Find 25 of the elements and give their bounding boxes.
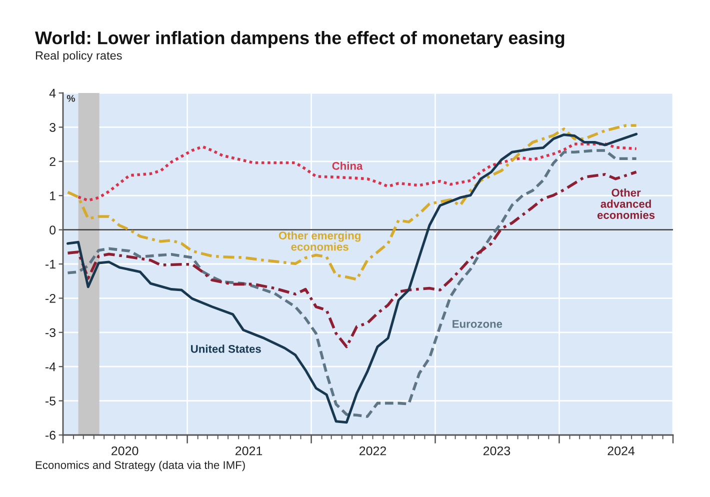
x-tick-label: 2024	[608, 446, 635, 456]
y-tick-label: 3	[50, 123, 56, 132]
y-tick-label: -3	[45, 328, 56, 338]
x-tick-label: 2022	[359, 446, 386, 456]
y-tick-label: 1	[50, 192, 56, 200]
series-label: Other emerging economies	[278, 231, 360, 251]
series-label: Other advanced economies	[597, 188, 655, 219]
y-axis-title: %	[66, 94, 76, 102]
x-tick-label: 2023	[483, 446, 510, 456]
series-label: China	[332, 162, 363, 170]
y-tick-label: 4	[49, 88, 56, 98]
series-label: Eurozone	[452, 320, 502, 328]
y-tick-label: 2	[50, 157, 56, 166]
series-label: United States	[191, 344, 261, 353]
text: Economics and Strategy (data via the IMF)	[36, 460, 245, 472]
x-tick-label: 2020	[112, 446, 138, 456]
y-tick-label: -1	[45, 260, 56, 269]
y-tick-label: -5	[45, 396, 56, 406]
y-tick-label: -4	[45, 362, 56, 372]
chart-subtitle: Real policy rates	[36, 51, 122, 62]
y-tick-label: -6	[45, 430, 56, 440]
y-tick-label: -2	[45, 294, 56, 303]
y-tick-label: 0	[50, 226, 56, 234]
x-tick-label: 2021	[236, 446, 262, 456]
chart-title: World: Lower inflation dampens the effect of monetary easing	[35, 31, 564, 48]
